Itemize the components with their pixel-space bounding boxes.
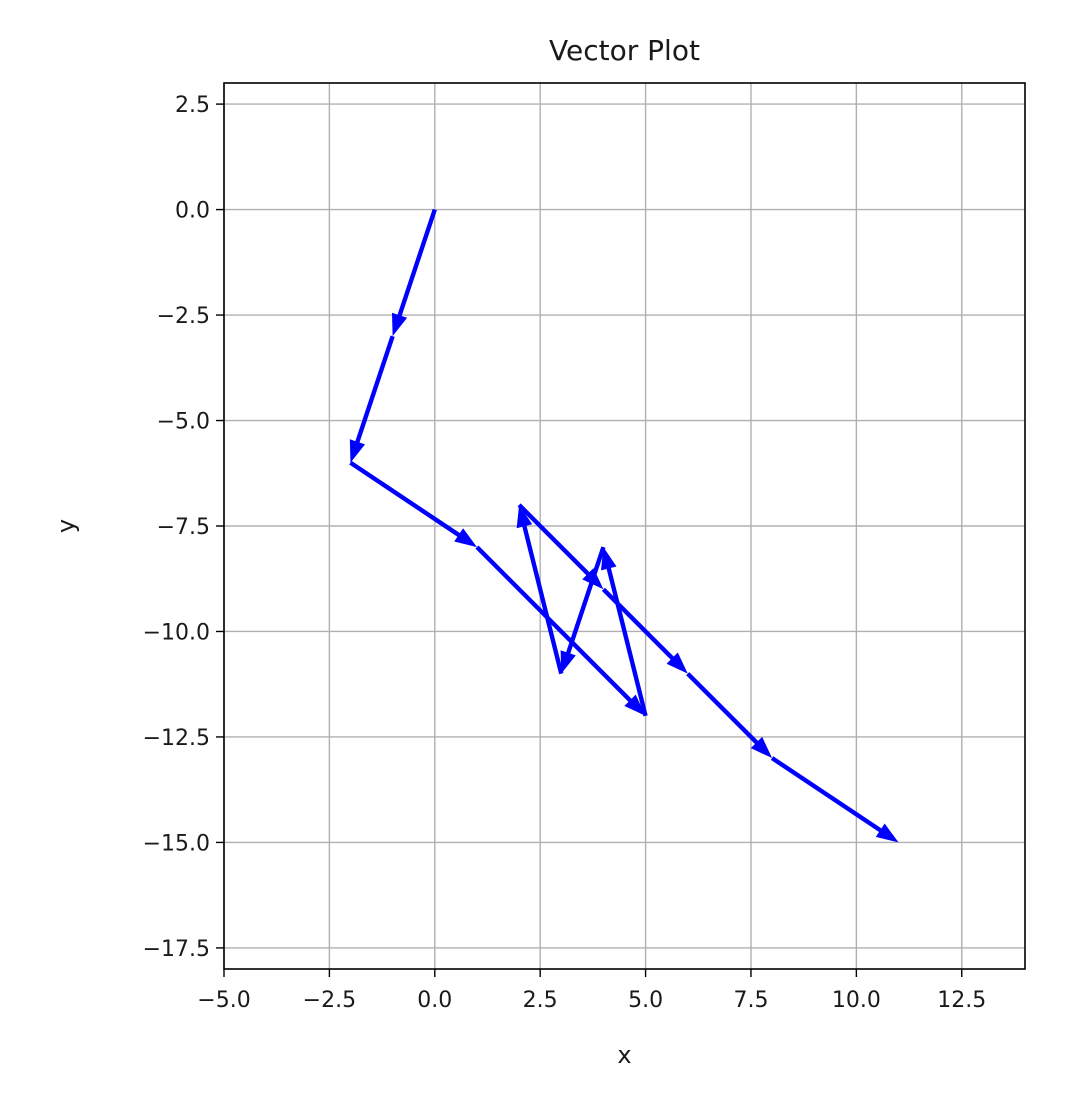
vector-arrow <box>391 208 437 337</box>
y-tick-label: 0.0 <box>175 199 210 224</box>
vector-arrow <box>349 335 395 463</box>
vector-arrow <box>770 756 899 843</box>
vector-layer <box>349 208 899 843</box>
vector-arrow <box>475 545 646 716</box>
x-axis-label: x <box>617 1041 631 1069</box>
y-tick-label: 2.5 <box>175 93 210 118</box>
vector-arrow <box>516 504 564 675</box>
vector-arrow <box>600 547 648 717</box>
y-tick-label: −2.5 <box>157 304 210 329</box>
y-tick-label: −10.0 <box>143 620 210 645</box>
vector-arrow <box>686 672 773 759</box>
chart-title: Vector Plot <box>549 34 700 67</box>
x-tick-label: 2.5 <box>523 988 558 1013</box>
y-axis-label: y <box>52 519 80 533</box>
x-tick-label: 7.5 <box>733 988 768 1013</box>
x-tick-label: 5.0 <box>628 988 663 1013</box>
vector-arrow <box>517 503 604 590</box>
y-tick-label: −17.5 <box>143 937 210 962</box>
vector-arrow <box>349 460 477 548</box>
x-tick-label: −5.0 <box>197 988 250 1013</box>
y-tick-label: −12.5 <box>143 726 210 751</box>
grid-layer <box>223 83 1025 969</box>
x-tick-label: 12.5 <box>937 988 986 1013</box>
x-tick-label: −2.5 <box>303 988 356 1013</box>
y-tick-label: −7.5 <box>157 515 210 540</box>
tick-layer: −5.0 −2.5 0.0 2.5 5.0 7.5 10.0 12.5 2.5 0.0 −2.5 −5… <box>143 93 987 1013</box>
y-tick-label: −15.0 <box>143 831 210 856</box>
vector-arrow <box>601 587 688 674</box>
x-tick-label: 10.0 <box>832 988 881 1013</box>
x-tick-label: 0.0 <box>417 988 452 1013</box>
y-tick-label: −5.0 <box>157 410 210 435</box>
